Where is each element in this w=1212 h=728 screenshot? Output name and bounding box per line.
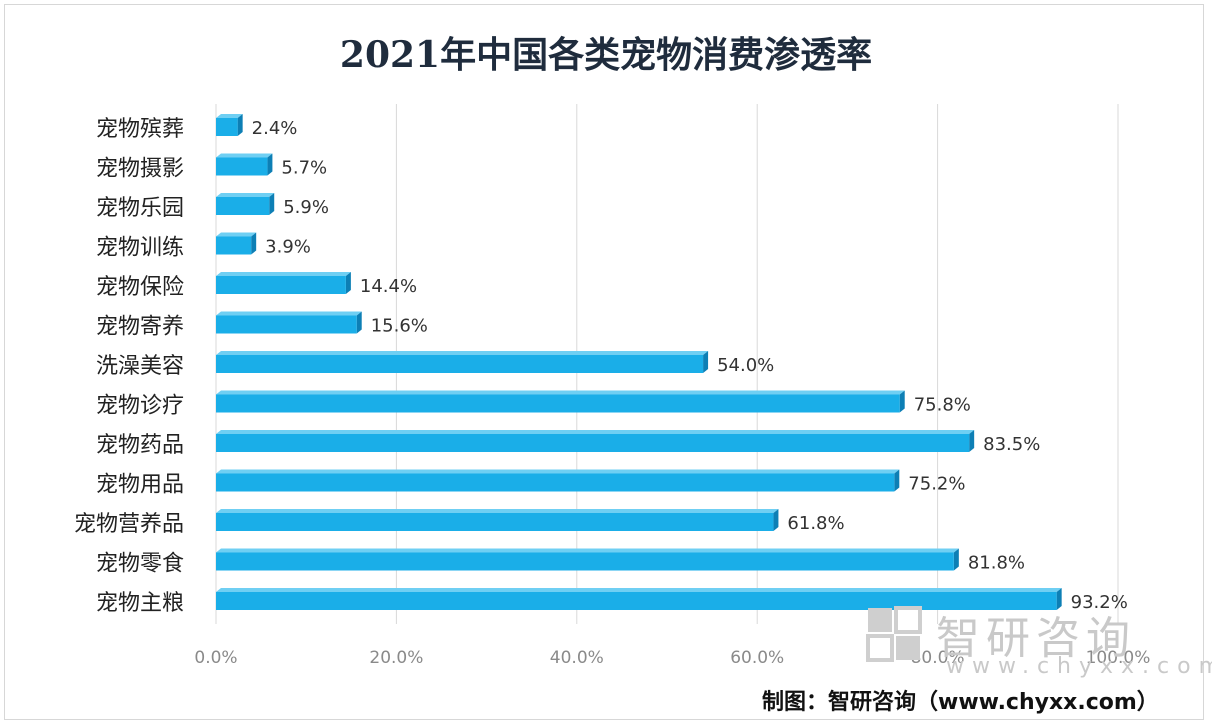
bar-top-face xyxy=(216,548,959,553)
bar-end-face xyxy=(773,509,779,531)
bar-end-face xyxy=(345,272,351,294)
bar-top-face xyxy=(216,272,351,276)
x-tick-label: 40.0% xyxy=(550,648,604,668)
bar-top-face xyxy=(216,193,275,197)
y-category-label: 宠物乐园 xyxy=(96,196,184,221)
bar-top-face xyxy=(216,588,1062,592)
y-category-label: 宠物零食 xyxy=(96,552,184,577)
bar-data-label: 54.0% xyxy=(717,355,774,376)
x-tick-label: 20.0% xyxy=(369,648,423,668)
bar xyxy=(216,276,346,294)
bar xyxy=(216,552,954,571)
bar xyxy=(216,592,1057,610)
bar-end-face xyxy=(703,351,709,373)
bar-data-label: 75.8% xyxy=(914,395,971,416)
bar-top-face xyxy=(216,509,779,513)
bar-end-face xyxy=(251,232,257,255)
watermark-brand: 智研咨询 xyxy=(936,613,1136,664)
bar-data-label: 81.8% xyxy=(968,553,1025,574)
bar-end-face xyxy=(894,469,900,492)
x-tick-label: 0.0% xyxy=(194,648,237,668)
y-category-label: 宠物用品 xyxy=(96,473,184,498)
y-category-label: 宠物营养品 xyxy=(74,512,184,537)
watermark-logo-icon xyxy=(866,606,922,662)
bar-top-face xyxy=(216,311,362,316)
bar xyxy=(216,157,268,176)
bar-data-label: 83.5% xyxy=(983,434,1040,455)
bar-data-label: 3.9% xyxy=(265,237,311,258)
bar-data-label: 75.2% xyxy=(908,474,965,495)
bar-data-label: 93.2% xyxy=(1071,592,1128,613)
bar-data-label: 15.6% xyxy=(371,316,428,337)
y-category-label: 宠物主粮 xyxy=(96,591,184,616)
bar-top-face xyxy=(216,390,905,395)
bar-end-face xyxy=(237,114,243,136)
bar xyxy=(216,473,895,492)
y-category-label: 宠物保险 xyxy=(96,275,184,300)
chart-title: 2021年中国各类宠物消费渗透率 xyxy=(339,34,873,76)
bar-top-face xyxy=(216,430,975,434)
y-category-label: 洗澡美容 xyxy=(96,354,184,379)
x-tick-label: 100.0% xyxy=(1086,648,1151,668)
y-category-label: 宠物诊疗 xyxy=(96,394,184,419)
bar-end-face xyxy=(269,193,275,215)
chart-frame xyxy=(4,4,1204,720)
bar-top-face xyxy=(216,114,243,118)
bar-end-face xyxy=(899,390,905,413)
bar-top-face xyxy=(216,153,273,158)
bar-end-face xyxy=(953,548,959,571)
bar-data-label: 5.9% xyxy=(283,197,329,218)
chart-credit: 制图：智研咨询（www.chyxx.com） xyxy=(762,690,1159,715)
bar xyxy=(216,118,238,136)
bar xyxy=(216,197,270,215)
bar-data-label: 2.4% xyxy=(252,118,298,139)
x-tick-label: 60.0% xyxy=(730,648,784,668)
bar xyxy=(216,394,900,413)
bar-data-label: 5.7% xyxy=(281,158,327,179)
bar xyxy=(216,236,252,255)
watermark-url: www.chyxx.com xyxy=(946,654,1212,679)
bar-end-face xyxy=(267,153,273,176)
bar-top-face xyxy=(216,469,900,474)
bar xyxy=(216,513,774,531)
y-category-label: 宠物寄养 xyxy=(96,315,184,340)
bar-top-face xyxy=(216,232,257,237)
bar-data-label: 61.8% xyxy=(787,513,844,534)
y-category-label: 宠物药品 xyxy=(96,433,184,458)
bar xyxy=(216,434,970,452)
bar xyxy=(216,315,357,334)
y-category-label: 宠物训练 xyxy=(96,236,184,261)
bar-top-face xyxy=(216,351,709,355)
bar-data-label: 14.4% xyxy=(360,276,417,297)
bar-end-face xyxy=(969,430,975,452)
bar xyxy=(216,355,704,373)
bar-end-face xyxy=(1056,588,1062,610)
bar-end-face xyxy=(356,311,362,334)
x-tick-label: 80.0% xyxy=(911,648,965,668)
y-category-label: 宠物摄影 xyxy=(96,157,184,182)
y-category-label: 宠物殡葬 xyxy=(96,117,184,142)
